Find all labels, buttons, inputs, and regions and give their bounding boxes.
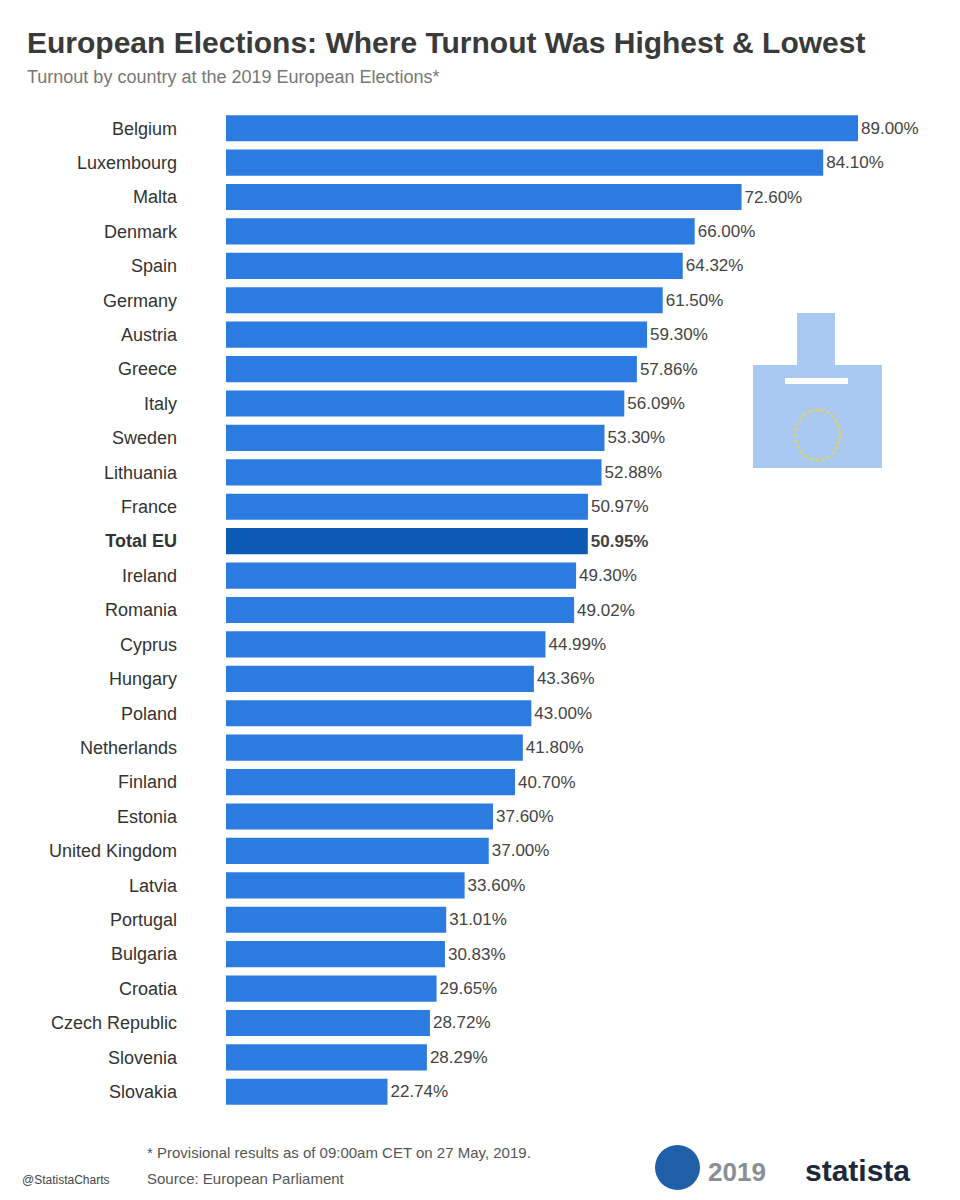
svg-text:Hungary: Hungary [109, 669, 177, 689]
svg-text:57.86%: 57.86% [640, 360, 698, 379]
svg-text:United Kingdom: United Kingdom [49, 841, 177, 861]
svg-text:52.88%: 52.88% [605, 463, 663, 482]
svg-text:56.09%: 56.09% [627, 394, 685, 413]
svg-text:Netherlands: Netherlands [80, 738, 177, 758]
svg-text:Latvia: Latvia [129, 876, 178, 896]
svg-text:Slovakia: Slovakia [109, 1082, 178, 1102]
svg-text:Total EU: Total EU [105, 531, 177, 551]
svg-text:43.00%: 43.00% [534, 704, 592, 723]
svg-text:30.83%: 30.83% [448, 945, 506, 964]
svg-text:64.32%: 64.32% [686, 256, 744, 275]
svg-text:Czech Republic: Czech Republic [51, 1013, 177, 1033]
svg-text:Croatia: Croatia [119, 979, 178, 999]
svg-text:49.02%: 49.02% [577, 601, 635, 620]
svg-text:31.01%: 31.01% [449, 910, 507, 929]
svg-text:Malta: Malta [133, 187, 178, 207]
svg-text:53.30%: 53.30% [607, 428, 665, 447]
svg-text:Greece: Greece [118, 359, 177, 379]
svg-text:Turnout by country at the 2019: Turnout by country at the 2019 European … [27, 67, 440, 87]
svg-text:84.10%: 84.10% [826, 153, 884, 172]
svg-text:Denmark: Denmark [104, 222, 178, 242]
svg-text:Austria: Austria [121, 325, 178, 345]
svg-text:Spain: Spain [131, 256, 177, 276]
svg-text:28.29%: 28.29% [430, 1048, 488, 1067]
svg-text:Finland: Finland [118, 772, 177, 792]
svg-text:Slovenia: Slovenia [108, 1048, 178, 1068]
svg-text:33.60%: 33.60% [468, 876, 526, 895]
svg-text:Source: European Parliament: Source: European Parliament [147, 1170, 345, 1187]
svg-text:Lithuania: Lithuania [104, 463, 178, 483]
svg-text:Cyprus: Cyprus [120, 635, 177, 655]
svg-text:Luxembourg: Luxembourg [77, 153, 177, 173]
svg-text:59.30%: 59.30% [650, 325, 708, 344]
svg-text:Romania: Romania [105, 600, 178, 620]
svg-text:European Elections: Where Turn: European Elections: Where Turnout Was Hi… [27, 26, 865, 59]
svg-text:50.97%: 50.97% [591, 497, 649, 516]
svg-text:89.00%: 89.00% [861, 119, 919, 138]
svg-text:Portugal: Portugal [110, 910, 177, 930]
svg-text:44.99%: 44.99% [548, 635, 606, 654]
svg-text:41.80%: 41.80% [526, 738, 584, 757]
svg-text:37.60%: 37.60% [496, 807, 554, 826]
svg-text:61.50%: 61.50% [666, 291, 724, 310]
svg-text:72.60%: 72.60% [745, 188, 803, 207]
svg-text:@StatistaCharts: @StatistaCharts [22, 1173, 110, 1187]
svg-text:29.65%: 29.65% [440, 979, 498, 998]
svg-text:Estonia: Estonia [117, 807, 178, 827]
svg-text:Poland: Poland [121, 704, 177, 724]
svg-text:66.00%: 66.00% [698, 222, 756, 241]
svg-text:49.30%: 49.30% [579, 566, 637, 585]
svg-text:Sweden: Sweden [112, 428, 177, 448]
svg-text:43.36%: 43.36% [537, 669, 595, 688]
svg-text:Italy: Italy [144, 394, 177, 414]
svg-text:37.00%: 37.00% [492, 841, 550, 860]
svg-text:Bulgaria: Bulgaria [111, 944, 178, 964]
svg-text:Ireland: Ireland [122, 566, 177, 586]
svg-text:2019: 2019 [708, 1157, 766, 1187]
svg-text:statista: statista [805, 1154, 910, 1187]
svg-text:50.95%: 50.95% [591, 532, 649, 551]
svg-text:Germany: Germany [103, 291, 177, 311]
svg-text:28.72%: 28.72% [433, 1013, 491, 1032]
svg-text:* Provisional results as of 09: * Provisional results as of 09:00am CET … [147, 1144, 531, 1161]
svg-text:Belgium: Belgium [112, 119, 177, 139]
svg-text:France: France [121, 497, 177, 517]
svg-text:22.74%: 22.74% [390, 1082, 448, 1101]
svg-text:40.70%: 40.70% [518, 773, 576, 792]
